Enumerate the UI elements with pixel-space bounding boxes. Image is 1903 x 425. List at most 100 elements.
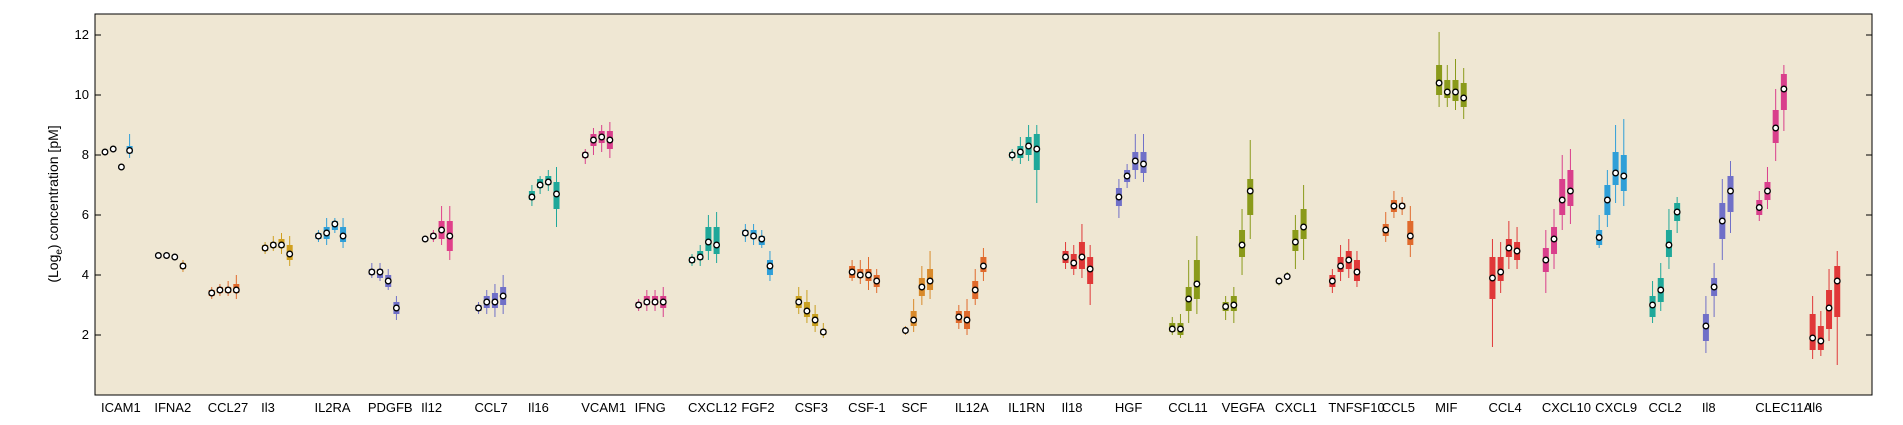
x-tick-label: IFNG (635, 400, 666, 415)
median-marker (1505, 244, 1513, 252)
box-group-fgf2 (741, 224, 774, 281)
median-marker (232, 286, 240, 294)
median-marker (154, 252, 162, 259)
median-marker (651, 298, 659, 306)
median-marker (1620, 172, 1628, 180)
median-marker (856, 271, 864, 279)
median-marker (163, 252, 171, 259)
box (713, 227, 720, 254)
median-marker (1300, 223, 1308, 231)
median-marker (635, 301, 643, 309)
median-marker (1140, 160, 1147, 168)
median-marker (1809, 334, 1817, 342)
median-marker (1673, 208, 1681, 216)
x-tick-label: CCL7 (475, 400, 508, 415)
median-marker (955, 313, 963, 321)
x-tick-label: CCL2 (1649, 400, 1682, 415)
median-marker (438, 226, 446, 234)
median-marker (606, 136, 614, 144)
box-group-icam1 (101, 134, 134, 171)
median-marker (171, 253, 179, 261)
median-marker (1070, 259, 1078, 267)
median-marker (1345, 256, 1353, 264)
median-marker (544, 178, 552, 186)
median-marker (278, 241, 285, 249)
median-marker (429, 232, 437, 240)
median-marker (1497, 268, 1505, 276)
box-group-ccl7 (475, 275, 507, 317)
x-tick-label: CCL5 (1382, 400, 1415, 415)
y-axis-label-subscript: e (54, 249, 65, 255)
median-marker (1460, 94, 1468, 102)
median-marker (1612, 169, 1620, 177)
x-tick-label: Il8 (1702, 400, 1716, 415)
median-marker (590, 136, 597, 144)
x-tick-label: VEGFA (1222, 400, 1266, 415)
y-tick-label: 8 (82, 147, 89, 162)
median-marker (499, 292, 507, 300)
median-marker (1603, 196, 1611, 204)
y-tick-label: 4 (82, 267, 89, 282)
y-axis: 2 4 6 8 10 12 (75, 27, 1872, 342)
median-marker (392, 304, 400, 312)
median-marker (1649, 301, 1656, 309)
median-marker (971, 286, 979, 294)
box-group-ccl11 (1168, 236, 1201, 338)
x-tick-label: CSF3 (795, 400, 828, 415)
median-marker (688, 256, 696, 264)
x-tick-label: FGF2 (741, 400, 774, 415)
x-tick-label: Il16 (528, 400, 549, 415)
median-marker (963, 316, 971, 324)
median-marker (1222, 303, 1230, 310)
median-marker (848, 268, 856, 276)
median-marker (926, 277, 934, 285)
median-marker (1727, 187, 1734, 195)
box-group-scf (902, 251, 934, 335)
median-marker (1246, 187, 1254, 195)
median-marker (1558, 196, 1566, 204)
plot-frame (94, 13, 1873, 396)
median-marker (1566, 187, 1574, 195)
median-marker (1086, 265, 1094, 273)
median-marker (1185, 295, 1193, 303)
median-marker (918, 283, 926, 291)
box-group-cxcl10 (1542, 149, 1574, 293)
median-marker (819, 328, 827, 336)
box-group-il12a (955, 248, 987, 335)
median-marker (491, 298, 499, 306)
x-tick-label: VCAM1 (581, 400, 626, 415)
box-marks (101, 32, 1841, 365)
box (1247, 179, 1254, 215)
median-marker (1489, 274, 1496, 282)
median-marker (446, 232, 454, 240)
box-group-ifng (635, 287, 667, 317)
median-marker (1275, 277, 1283, 285)
median-marker (1665, 241, 1673, 249)
box-group-ccl2 (1649, 197, 1681, 323)
x-tick-label: IL2RA (314, 400, 350, 415)
box-group-mif (1435, 32, 1468, 119)
median-marker (741, 229, 749, 237)
y-tick-label: 6 (82, 207, 89, 222)
box-group-cxcl1 (1275, 185, 1308, 286)
box-group-ccl5 (1382, 191, 1414, 257)
median-marker (339, 232, 347, 240)
median-marker (902, 327, 909, 334)
median-marker (873, 277, 881, 285)
box (1193, 260, 1200, 299)
median-marker (1123, 172, 1131, 180)
median-marker (315, 232, 322, 240)
median-marker (910, 316, 918, 324)
y-tick-label: 10 (75, 87, 89, 102)
median-marker (1390, 202, 1398, 210)
median-marker (1398, 202, 1406, 210)
x-tick-label: CCL4 (1488, 400, 1521, 415)
box (1809, 314, 1816, 350)
box (1834, 266, 1841, 317)
median-marker (1825, 304, 1833, 312)
median-marker (1131, 157, 1139, 165)
median-marker (979, 262, 987, 270)
box-group-il16 (528, 167, 560, 227)
median-marker (696, 253, 704, 261)
